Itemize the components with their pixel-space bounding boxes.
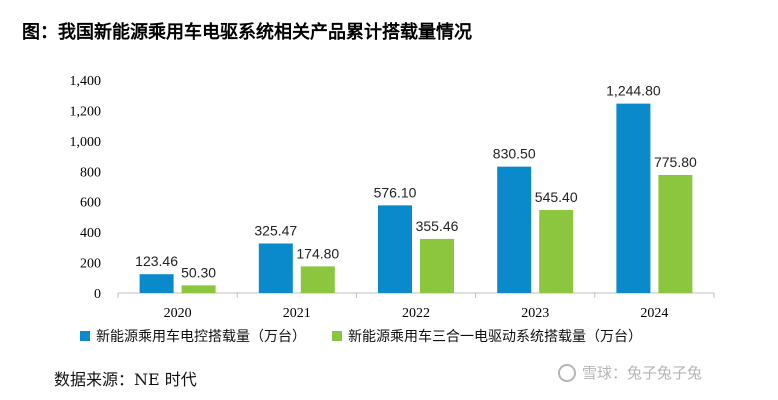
legend-swatch-controller: [80, 331, 90, 341]
x-tick-label: 2021: [283, 306, 311, 321]
y-tick-label: 0: [94, 287, 101, 302]
bar-controller: [139, 274, 174, 293]
y-tick-label: 800: [80, 165, 101, 180]
y-tick-label: 400: [80, 226, 101, 241]
data-label-drive-system: 50.30: [181, 264, 216, 280]
x-tick-label: 2022: [402, 306, 430, 321]
y-tick-label: 600: [80, 196, 101, 211]
legend-item-controller: 新能源乘用车电控搭载量（万台）: [80, 326, 306, 346]
bar-controller: [258, 243, 293, 293]
watermark-text: 雪球：兔子兔子兔: [582, 364, 703, 382]
bar-drive-system: [539, 210, 574, 293]
data-label-drive-system: 355.46: [416, 218, 459, 234]
bar-controller: [378, 205, 412, 293]
bar-drive-system: [181, 285, 216, 293]
y-tick-label: 1,400: [70, 74, 102, 89]
data-label-controller: 576.10: [374, 184, 417, 200]
x-tick-label: 2024: [640, 306, 668, 321]
bar-drive-system: [300, 266, 335, 293]
legend-swatch-drive-system: [332, 331, 342, 341]
x-tick-label: 2020: [164, 306, 192, 321]
watermark: 雪球：兔子兔子兔: [558, 362, 702, 383]
data-label-controller: 123.46: [135, 253, 178, 269]
data-label-controller: 325.47: [254, 222, 297, 238]
y-tick-label: 200: [80, 257, 101, 272]
data-label-controller: 830.50: [493, 146, 536, 162]
data-label-drive-system: 545.40: [535, 189, 578, 205]
y-tick-label: 1,000: [70, 135, 102, 150]
y-tick-label: 1,200: [70, 104, 102, 119]
legend-label-controller: 新能源乘用车电控搭载量（万台）: [96, 329, 306, 345]
data-label-controller: 1,244.80: [606, 83, 661, 99]
bar-controller: [616, 103, 651, 293]
bar-controller: [497, 166, 532, 293]
legend: 新能源乘用车电控搭载量（万台） 新能源乘用车三合一电驱动系统搭载量（万台）: [80, 326, 642, 346]
x-tick-label: 2023: [521, 306, 549, 321]
data-source: 数据来源：NE 时代: [54, 370, 197, 389]
figure-title: 图：我国新能源乘用车电驱系统相关产品累计搭载量情况: [22, 22, 472, 43]
legend-label-drive-system: 新能源乘用车三合一电驱动系统搭载量（万台）: [348, 329, 642, 345]
data-label-drive-system: 174.80: [296, 245, 339, 261]
data-label-drive-system: 775.80: [654, 154, 697, 170]
legend-item-drive-system: 新能源乘用车三合一电驱动系统搭载量（万台）: [332, 326, 642, 346]
bar-drive-system: [658, 174, 693, 293]
bar-drive-system: [420, 238, 454, 293]
snowball-icon: [558, 363, 576, 382]
